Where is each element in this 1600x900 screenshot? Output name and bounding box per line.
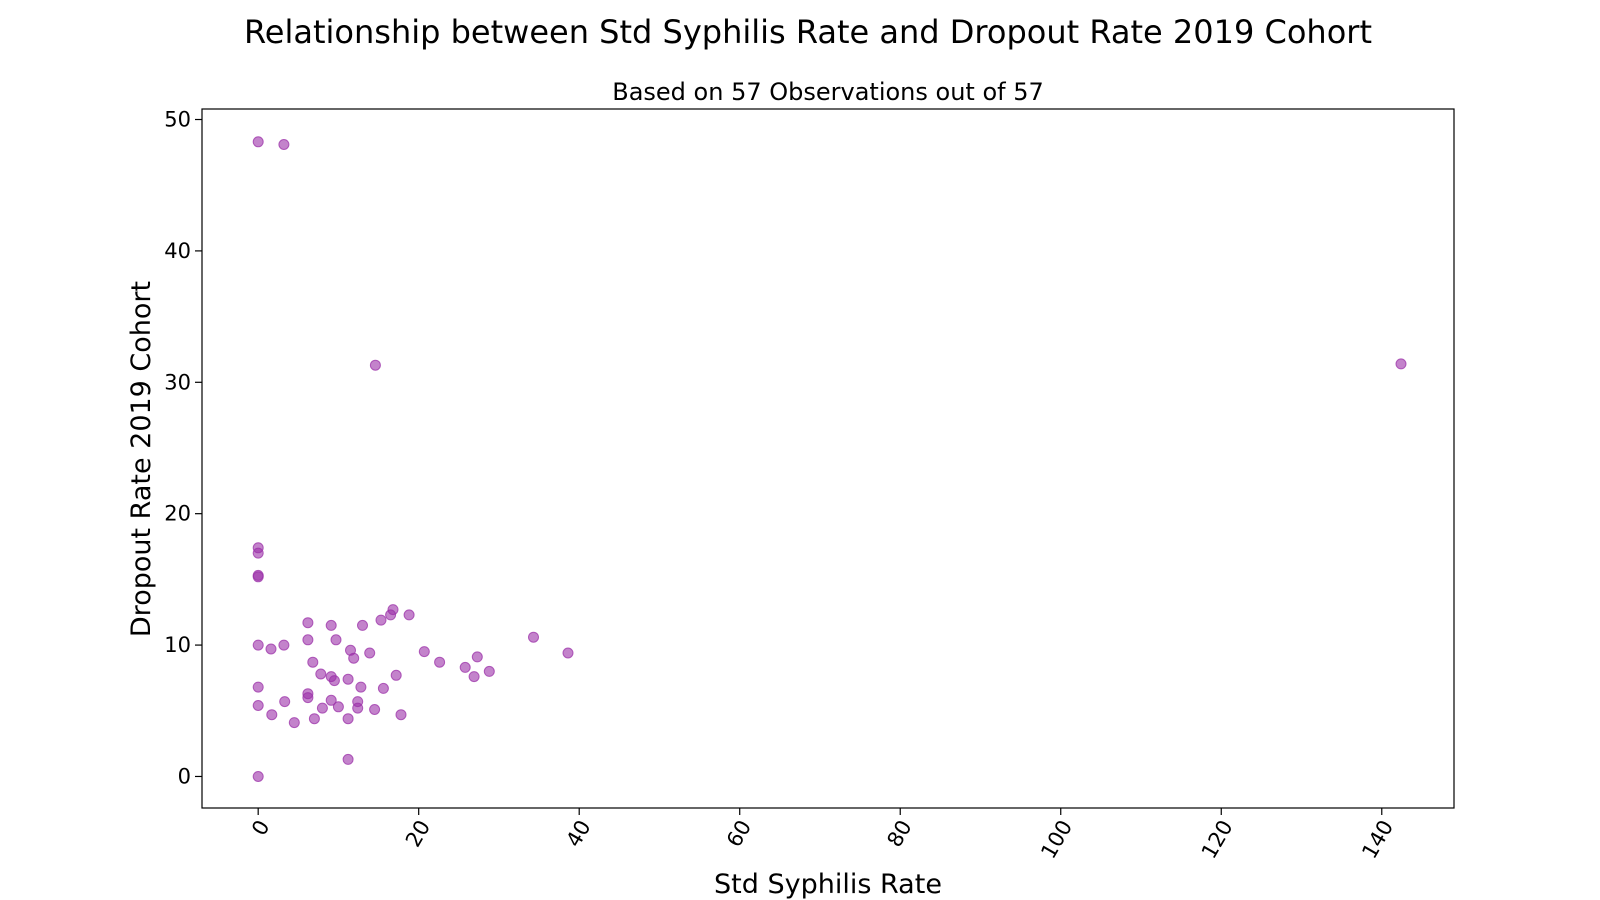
data-point-51: [468, 671, 480, 683]
data-point-34: [348, 652, 360, 664]
x-tick-label: 60: [722, 816, 756, 851]
data-point-56: [252, 771, 264, 782]
data-point-53: [483, 665, 495, 677]
data-points: [252, 136, 1407, 782]
data-point-32: [342, 753, 354, 765]
data-point-50: [459, 661, 471, 673]
data-point-0: [252, 136, 264, 148]
data-point-13: [266, 709, 278, 721]
x-tick-label: 100: [1036, 816, 1077, 863]
data-point-21: [308, 713, 320, 725]
data-point-10: [278, 639, 290, 651]
data-point-16: [302, 617, 314, 629]
data-point-7: [252, 571, 264, 583]
data-point-48: [418, 646, 430, 658]
data-point-46: [395, 709, 407, 721]
data-point-8: [252, 639, 264, 651]
data-point-42: [377, 682, 389, 694]
data-point-1: [278, 139, 290, 150]
data-point-37: [355, 681, 367, 693]
y-axis: 0 10 20 30 40 50: [164, 108, 202, 788]
data-point-38: [357, 619, 368, 631]
x-axis-label: Std Syphilis Rate: [714, 869, 942, 900]
data-point-54: [528, 631, 539, 643]
data-point-28: [325, 694, 337, 706]
data-point-18: [307, 656, 319, 668]
chart-title: Relationship between Std Syphilis Rate a…: [244, 13, 1372, 51]
y-axis-label: Dropout Rate 2019 Cohort: [126, 281, 157, 637]
data-point-40: [369, 704, 381, 715]
data-point-14: [279, 696, 291, 708]
y-tick-label: 30: [164, 370, 191, 394]
data-point-2: [369, 359, 381, 371]
data-point-23: [316, 702, 328, 714]
data-point-30: [342, 673, 354, 685]
x-tick-label: 80: [882, 816, 916, 851]
x-axis: 0 20 40 60 80 100 120 140: [247, 808, 1398, 863]
data-point-12: [252, 700, 264, 711]
x-tick-label: 120: [1197, 816, 1238, 863]
data-point-36: [352, 702, 364, 714]
data-point-41: [375, 614, 387, 626]
data-point-17: [302, 634, 314, 646]
x-tick-label: 0: [247, 816, 274, 840]
y-tick-label: 50: [164, 108, 191, 132]
data-point-44: [387, 604, 399, 616]
data-point-47: [403, 609, 415, 621]
data-point-3: [1395, 358, 1407, 370]
plot-area-frame: [201, 108, 1455, 809]
data-point-20: [302, 692, 314, 704]
data-point-55: [562, 647, 574, 659]
data-point-31: [342, 713, 354, 725]
data-point-9: [265, 643, 277, 655]
x-tick-label: 20: [401, 816, 435, 851]
data-point-5: [252, 547, 264, 559]
data-point-45: [390, 669, 402, 681]
data-point-27: [328, 675, 340, 687]
data-point-52: [471, 651, 483, 663]
y-tick-label: 10: [164, 633, 191, 657]
y-tick-label: 0: [178, 764, 191, 788]
data-point-29: [332, 701, 344, 713]
data-point-49: [434, 656, 446, 668]
data-point-25: [330, 634, 342, 646]
x-tick-label: 40: [561, 816, 595, 851]
data-point-11: [252, 681, 264, 693]
x-tick-label: 140: [1357, 816, 1398, 863]
y-tick-label: 40: [164, 239, 191, 263]
data-point-24: [325, 619, 337, 631]
chart-subtitle: Based on 57 Observations out of 57: [612, 78, 1044, 106]
y-tick-label: 20: [164, 502, 191, 526]
data-point-22: [315, 668, 327, 680]
data-point-39: [364, 647, 376, 659]
data-point-15: [288, 717, 300, 729]
